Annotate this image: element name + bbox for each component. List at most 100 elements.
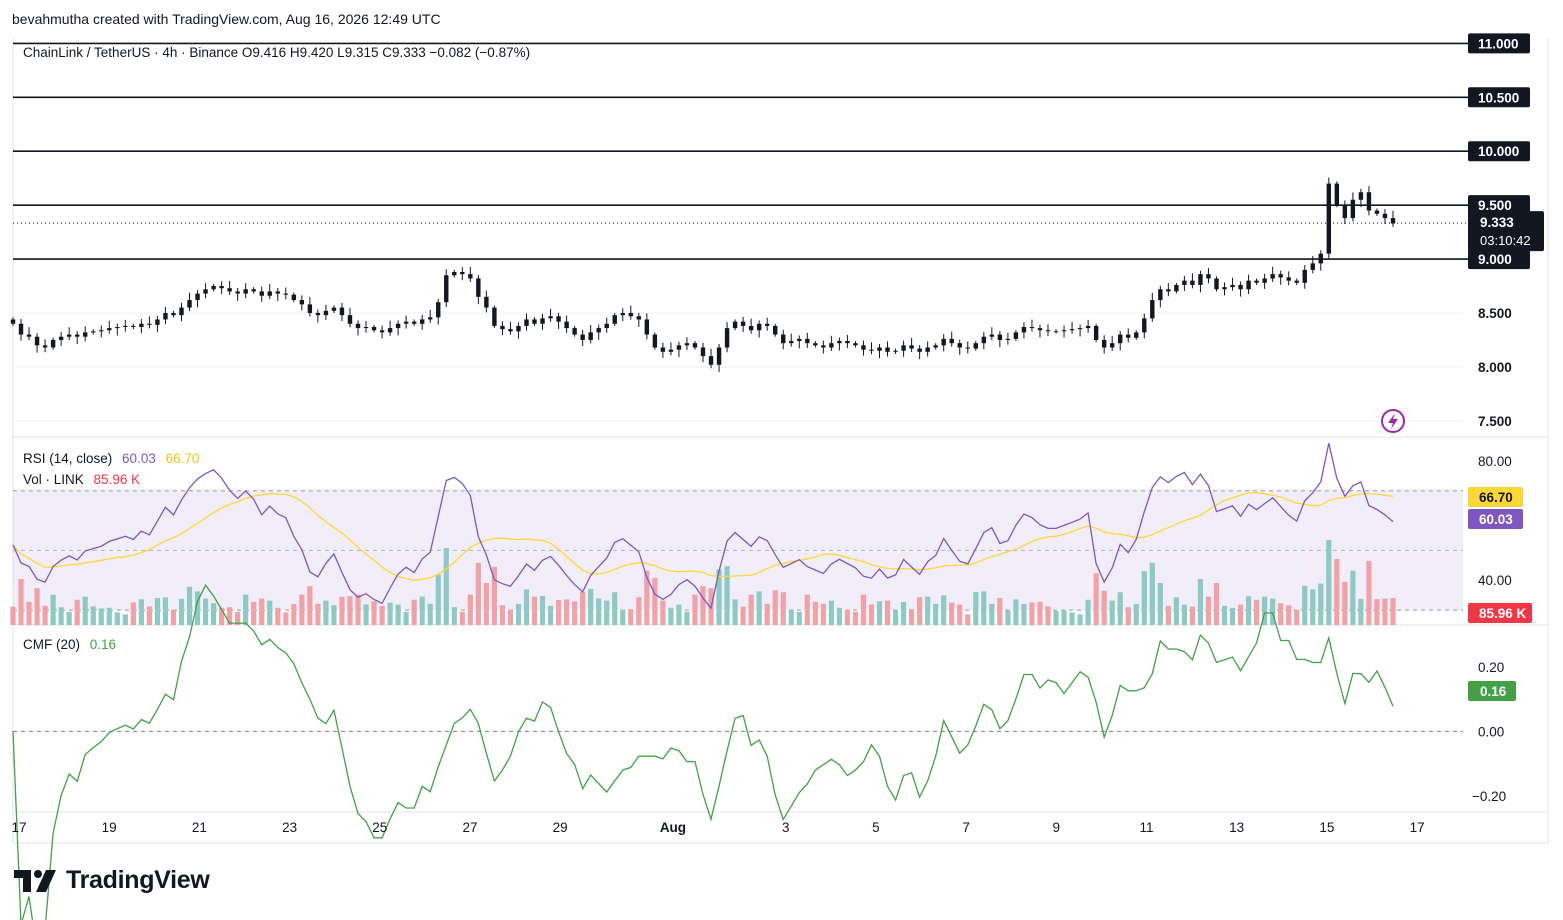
rsi-legend: RSI (14, close) 60.03 66.70: [23, 451, 199, 466]
volume-bar: [1045, 606, 1051, 625]
volume-bar: [1181, 604, 1187, 625]
candle-up: [612, 315, 617, 324]
candle-down: [997, 334, 1003, 340]
candle-up: [989, 334, 995, 337]
time-tick-label: 25: [372, 820, 387, 835]
price-level-label: 9.000: [1478, 252, 1512, 267]
candle-up: [797, 338, 802, 342]
candle-down: [1101, 339, 1107, 348]
volume-bar: [50, 594, 56, 625]
candle-down: [740, 321, 746, 326]
candle-down: [227, 288, 232, 292]
candle-up: [211, 286, 216, 290]
tradingview-logo-icon: [14, 869, 56, 892]
volume-bar: [395, 604, 401, 625]
time-tick-label: 23: [282, 820, 297, 835]
candle-down: [235, 291, 240, 294]
lightning-icon: [1381, 409, 1405, 433]
cmf-tick-label: −0.20: [1472, 789, 1506, 804]
volume-bar: [652, 577, 658, 625]
volume-bar: [58, 607, 64, 625]
time-tick-label: 17: [1410, 820, 1425, 835]
volume-bar: [796, 611, 802, 625]
rsi-value: 60.03: [122, 451, 156, 466]
volume-bar: [949, 602, 955, 625]
volume-bar: [18, 579, 24, 625]
volume-bar: [1270, 598, 1276, 625]
volume-bar: [210, 603, 217, 625]
volume-bar: [291, 604, 297, 625]
candle-up: [1270, 274, 1275, 279]
candle-up: [452, 272, 457, 276]
candle-up: [444, 275, 449, 303]
volume-bar: [1005, 610, 1011, 625]
volume-bar: [114, 612, 120, 625]
volume-bar: [748, 594, 754, 625]
price-level-label: 9.500: [1478, 198, 1512, 213]
price-level-label: 10.500: [1478, 90, 1519, 105]
time-tick-label: 29: [553, 820, 568, 835]
candle-down: [965, 347, 970, 349]
volume-bar: [106, 607, 112, 625]
candle-down: [74, 334, 80, 337]
volume-bar: [1037, 601, 1043, 625]
candle-up: [620, 312, 625, 316]
volume-bar: [804, 594, 810, 625]
candle-down: [339, 307, 345, 316]
volume-bar: [909, 609, 915, 625]
candle-down: [1286, 277, 1291, 281]
candle-down: [1254, 280, 1259, 283]
candle-up: [1150, 300, 1155, 319]
volume-bar: [676, 604, 682, 625]
volume-bar: [925, 596, 931, 625]
current-price-badge: [1468, 211, 1544, 252]
candle-down: [1294, 280, 1299, 283]
candle-down: [275, 291, 280, 294]
tradingview-logo[interactable]: TradingView: [14, 866, 210, 895]
volume-bar: [1101, 590, 1107, 625]
candle-up: [1013, 332, 1019, 339]
volume-bar: [547, 605, 554, 625]
volume-bar: [531, 596, 538, 625]
rsi-title: RSI (14, close): [23, 451, 113, 466]
candle-up: [684, 343, 690, 346]
volume-bar: [363, 604, 369, 625]
candle-down: [781, 334, 786, 344]
candle-down: [885, 347, 890, 352]
volume-bar: [716, 569, 722, 625]
volume-bar: [1029, 602, 1035, 625]
volume-bar: [868, 604, 875, 625]
candle-down: [556, 316, 561, 322]
candle-down: [1166, 289, 1171, 292]
candle-up: [155, 319, 160, 325]
time-tick-label: 21: [192, 820, 207, 835]
volume-bar: [34, 588, 40, 625]
volume-bar: [130, 602, 136, 625]
candle-up: [925, 347, 930, 352]
candle-down: [307, 304, 313, 313]
volume-bar: [724, 566, 730, 625]
rsi-badge-label: 60.03: [1479, 512, 1513, 527]
volume-bar: [981, 591, 987, 625]
candle-down: [34, 336, 40, 346]
candle-up: [877, 347, 882, 351]
volume-bar: [42, 605, 48, 625]
candle-up: [829, 343, 834, 348]
volume-bar: [692, 594, 698, 625]
candle-up: [1069, 329, 1075, 331]
candle-up: [243, 289, 248, 294]
volume-bar: [515, 604, 522, 625]
volume-title: Vol · LINK: [23, 472, 84, 487]
candle-down: [291, 294, 297, 301]
attribution-text: bevahmutha created with TradingView.com,…: [12, 11, 441, 27]
volume-bar: [580, 592, 586, 625]
candle-down: [10, 319, 16, 324]
volume-bar: [323, 600, 329, 625]
candle-down: [299, 300, 305, 305]
candle-up: [1262, 278, 1267, 283]
candle-down: [869, 349, 874, 351]
candle-down: [26, 334, 32, 337]
candle-up: [901, 345, 906, 351]
volume-bar: [443, 548, 449, 625]
